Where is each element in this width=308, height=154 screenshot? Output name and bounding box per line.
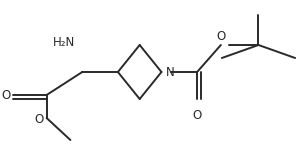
Text: N: N <box>165 65 174 79</box>
Text: O: O <box>192 109 202 122</box>
Text: O: O <box>2 89 11 101</box>
Text: H₂N: H₂N <box>53 36 75 49</box>
Text: O: O <box>34 113 44 126</box>
Text: O: O <box>216 30 225 43</box>
